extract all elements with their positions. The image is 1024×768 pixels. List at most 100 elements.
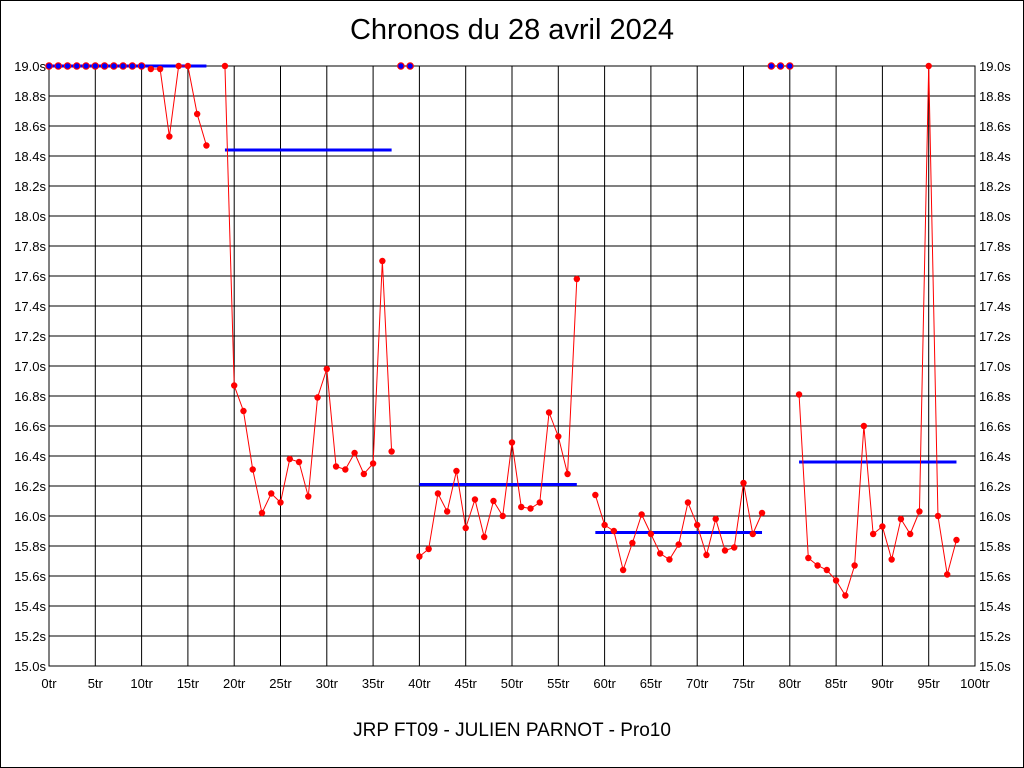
capped-lap-point <box>72 62 81 70</box>
lap-point <box>731 544 738 551</box>
lap-point <box>694 521 701 529</box>
x-tick-label: 0tr <box>41 676 57 691</box>
lap-point <box>564 470 571 478</box>
y-tick-label-right: 18.2s <box>979 179 1011 194</box>
x-tick-label: 85tr <box>825 676 848 691</box>
x-tick-label: 45tr <box>454 676 477 691</box>
lap-point <box>638 511 645 518</box>
capped-lap-point <box>54 62 63 70</box>
capped-lap-point <box>63 62 72 70</box>
lap-point <box>573 275 581 283</box>
lap-point <box>249 466 256 473</box>
lap-point <box>221 62 229 70</box>
y-tick-label-left: 17.0s <box>14 359 46 374</box>
lap-point <box>851 562 858 569</box>
x-tick-label: 75tr <box>732 676 755 691</box>
capped-lap-point <box>397 62 405 70</box>
y-tick-label-left: 15.6s <box>14 569 46 584</box>
y-tick-label-right: 18.6s <box>979 119 1011 134</box>
lap-point <box>508 439 516 446</box>
lap-point <box>342 466 349 473</box>
lap-point <box>795 391 803 398</box>
lap-point <box>666 556 673 563</box>
lap-point <box>416 553 423 560</box>
lap-point <box>879 523 886 530</box>
x-tick-label: 15tr <box>177 676 200 691</box>
y-tick-label-left: 17.4s <box>14 299 46 314</box>
y-tick-label-right: 16.2s <box>979 479 1011 494</box>
lap-point <box>527 505 534 512</box>
y-tick-label-left: 18.0s <box>14 209 46 224</box>
lap-point <box>629 539 636 547</box>
capped-lap-point <box>128 62 137 70</box>
x-tick-label: 25tr <box>269 676 292 691</box>
lap-point <box>471 496 479 503</box>
lap-point <box>305 493 312 500</box>
lap-point <box>592 491 599 499</box>
lap-point <box>425 545 432 553</box>
lap-point <box>601 521 608 529</box>
lap-point <box>147 65 155 73</box>
y-tick-label-right: 15.0s <box>979 659 1011 674</box>
lap-point <box>832 577 840 584</box>
capped-lap-point <box>785 62 794 70</box>
y-tick-label-left: 16.6s <box>14 419 46 434</box>
x-tick-label: 10tr <box>130 676 153 691</box>
y-tick-label-left: 19.0s <box>14 59 46 74</box>
x-tick-label: 20tr <box>223 676 246 691</box>
capped-lap-point <box>91 62 100 70</box>
lap-point <box>462 524 469 532</box>
y-tick-label-right: 17.8s <box>979 239 1011 254</box>
lap-point <box>869 530 877 538</box>
y-tick-label-right: 15.6s <box>979 569 1011 584</box>
lap-point <box>656 550 664 557</box>
lap-point <box>545 409 553 416</box>
lap-point <box>166 133 173 140</box>
lap-point <box>906 530 914 538</box>
y-tick-label-right: 15.4s <box>979 599 1011 614</box>
lap-point <box>953 536 960 544</box>
lap-point <box>351 449 358 457</box>
lap-point <box>453 467 460 475</box>
lap-point <box>231 382 238 389</box>
y-tick-label-left: 15.0s <box>14 659 46 674</box>
y-tick-label-left: 18.2s <box>14 179 46 194</box>
lap-point <box>842 592 849 599</box>
lap-point <box>379 257 386 265</box>
chart-title: Chronos du 28 avril 2024 <box>349 14 675 46</box>
capped-lap-point <box>45 62 53 70</box>
y-tick-label-right: 15.8s <box>979 539 1011 554</box>
lap-point <box>925 62 932 70</box>
y-tick-label-left: 16.2s <box>14 479 46 494</box>
lap-point <box>175 62 182 70</box>
chart-footer: JRP FT09 - JULIEN PARNOT - Pro10 <box>353 720 671 741</box>
lap-point <box>434 490 442 497</box>
y-tick-label-right: 16.4s <box>979 449 1011 464</box>
lap-point <box>536 499 543 506</box>
y-tick-label-right: 18.8s <box>979 89 1011 104</box>
y-tick-label-right: 16.0s <box>979 509 1011 524</box>
lap-point <box>286 455 293 463</box>
lap-point <box>314 394 321 401</box>
lap-point <box>897 515 905 523</box>
x-tick-label: 35tr <box>362 676 385 691</box>
lap-point <box>184 62 192 70</box>
lap-point <box>203 142 210 149</box>
lap-point <box>443 508 451 515</box>
y-tick-label-left: 18.6s <box>14 119 46 134</box>
lap-point <box>934 512 942 520</box>
lap-point <box>721 547 729 554</box>
lap-point <box>240 407 247 415</box>
capped-lap-point <box>137 62 146 70</box>
lap-point <box>610 527 618 535</box>
lap-point <box>944 571 951 578</box>
lap-point <box>156 65 164 73</box>
x-tick-label: 55tr <box>547 676 570 691</box>
capped-lap-point <box>406 62 414 70</box>
lap-point <box>258 509 266 517</box>
y-tick-label-left: 17.2s <box>14 329 46 344</box>
y-tick-label-right: 17.2s <box>979 329 1011 344</box>
lap-point <box>647 530 655 538</box>
y-tick-label-left: 15.2s <box>14 629 46 644</box>
